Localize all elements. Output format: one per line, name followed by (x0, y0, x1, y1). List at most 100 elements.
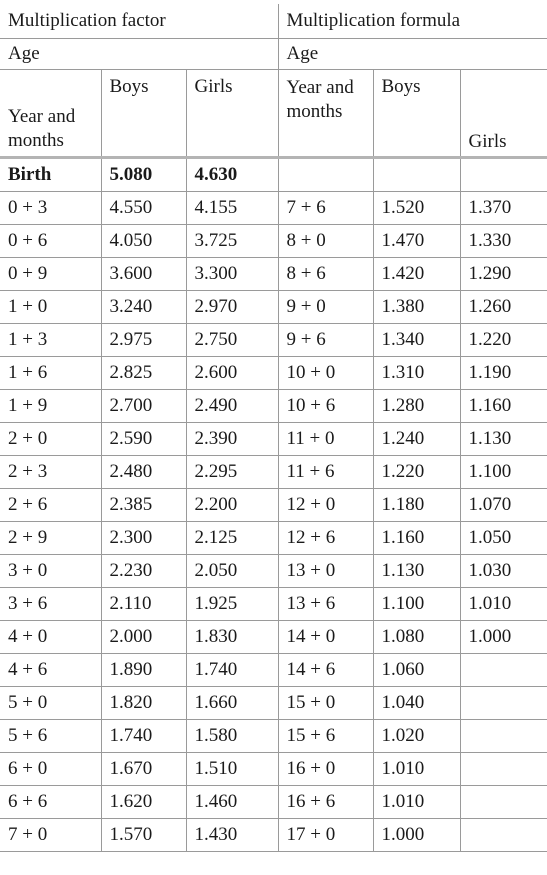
age-cell: 2 + 9 (0, 521, 102, 555)
age-formula-cell: 7 + 6 (277, 191, 374, 225)
boys-formula-cell (372, 157, 461, 192)
boys-factor-cell: 2.975 (100, 323, 187, 357)
age-cell: 0 + 9 (0, 257, 102, 291)
girls-factor-cell: 2.050 (185, 554, 279, 588)
age-formula-cell: 17 + 0 (277, 818, 374, 852)
factor-title: Multiplication factor (0, 4, 279, 39)
girls-factor-cell: 1.460 (185, 785, 279, 819)
age-heading-left: Age (0, 38, 279, 70)
age-formula-cell: 14 + 0 (277, 620, 374, 654)
girls-formula-cell: 1.130 (459, 422, 547, 456)
age-formula-cell: 9 + 6 (277, 323, 374, 357)
table-row: 4 + 6 1.890 1.740 14 + 6 1.060 (0, 653, 547, 687)
table-row: 6 + 6 1.620 1.460 16 + 6 1.010 (0, 785, 547, 819)
boys-formula-cell: 1.340 (372, 323, 461, 357)
boys-formula-cell: 1.010 (372, 752, 461, 786)
header-row-columns: Year and months Boys Girls Year and mont… (0, 69, 547, 159)
header-row-age: Age Age (0, 38, 547, 70)
age-cell: 6 + 6 (0, 785, 102, 819)
age-cell: 2 + 6 (0, 488, 102, 522)
boys-factor-cell: 5.080 (100, 157, 187, 192)
age-formula-cell: 8 + 6 (277, 257, 374, 291)
age-formula-cell: 10 + 6 (277, 389, 374, 423)
boys-formula-cell: 1.000 (372, 818, 461, 852)
table-row: 3 + 0 2.230 2.050 13 + 0 1.130 1.030 (0, 554, 547, 588)
table-row: 3 + 6 2.110 1.925 13 + 6 1.100 1.010 (0, 587, 547, 621)
age-cell: 1 + 9 (0, 389, 102, 423)
boys-formula-cell: 1.310 (372, 356, 461, 390)
girls-formula-cell: 1.100 (459, 455, 547, 489)
age-formula-cell: 9 + 0 (277, 290, 374, 324)
girls-formula-cell (459, 818, 547, 852)
girls-formula-cell (459, 719, 547, 753)
age-formula-cell: 8 + 0 (277, 224, 374, 258)
age-formula-cell (277, 157, 374, 192)
header-row-titles: Multiplication factor Multiplication for… (0, 4, 547, 39)
table-row: 2 + 9 2.300 2.125 12 + 6 1.160 1.050 (0, 521, 547, 555)
girls-formula-cell (459, 653, 547, 687)
multiplication-table: Multiplication factor Multiplication for… (0, 4, 547, 852)
girls-factor-cell: 1.925 (185, 587, 279, 621)
age-cell: 3 + 0 (0, 554, 102, 588)
boys-formula-cell: 1.060 (372, 653, 461, 687)
age-cell: 1 + 0 (0, 290, 102, 324)
girls-formula-cell: 1.050 (459, 521, 547, 555)
girls-factor-cell: 4.630 (185, 157, 279, 192)
table-row: 4 + 0 2.000 1.830 14 + 0 1.080 1.000 (0, 620, 547, 654)
age-cell: 7 + 0 (0, 818, 102, 852)
boys-factor-cell: 1.620 (100, 785, 187, 819)
boys-factor-cell: 2.385 (100, 488, 187, 522)
table-row: 0 + 6 4.050 3.725 8 + 0 1.470 1.330 (0, 224, 547, 258)
girls-factor-cell: 2.490 (185, 389, 279, 423)
age-cell: 4 + 6 (0, 653, 102, 687)
girls-factor-cell: 2.200 (185, 488, 279, 522)
boys-formula-cell: 1.010 (372, 785, 461, 819)
boys-factor-cell: 2.590 (100, 422, 187, 456)
table-row: 1 + 3 2.975 2.750 9 + 6 1.340 1.220 (0, 323, 547, 357)
age-cell: 6 + 0 (0, 752, 102, 786)
girls-factor-cell: 3.725 (185, 224, 279, 258)
girls-factor-cell: 1.660 (185, 686, 279, 720)
boys-factor-cell: 2.300 (100, 521, 187, 555)
age-cell: 2 + 0 (0, 422, 102, 456)
table-row: 1 + 6 2.825 2.600 10 + 0 1.310 1.190 (0, 356, 547, 390)
table-row: 1 + 9 2.700 2.490 10 + 6 1.280 1.160 (0, 389, 547, 423)
boys-formula-cell: 1.180 (372, 488, 461, 522)
girls-factor-cell: 2.295 (185, 455, 279, 489)
boys-formula-cell: 1.470 (372, 224, 461, 258)
girls-formula-cell: 1.030 (459, 554, 547, 588)
girls-factor-cell: 1.430 (185, 818, 279, 852)
column-header-girls-right: Girls (459, 69, 547, 159)
boys-factor-cell: 2.480 (100, 455, 187, 489)
girls-formula-cell: 1.000 (459, 620, 547, 654)
girls-formula-cell: 1.190 (459, 356, 547, 390)
girls-formula-cell (459, 157, 547, 192)
table-header: Multiplication factor Multiplication for… (0, 4, 547, 159)
age-heading-right: Age (277, 38, 547, 70)
age-formula-cell: 13 + 6 (277, 587, 374, 621)
girls-formula-cell (459, 686, 547, 720)
column-header-year-left: Year and months (0, 69, 102, 159)
girls-factor-cell: 1.510 (185, 752, 279, 786)
age-cell: 2 + 3 (0, 455, 102, 489)
girls-factor-cell: 4.155 (185, 191, 279, 225)
age-formula-cell: 14 + 6 (277, 653, 374, 687)
age-formula-cell: 11 + 0 (277, 422, 374, 456)
boys-formula-cell: 1.520 (372, 191, 461, 225)
age-formula-cell: 11 + 6 (277, 455, 374, 489)
table-row: 0 + 9 3.600 3.300 8 + 6 1.420 1.290 (0, 257, 547, 291)
boys-factor-cell: 4.550 (100, 191, 187, 225)
table-row: 1 + 0 3.240 2.970 9 + 0 1.380 1.260 (0, 290, 547, 324)
age-cell: 3 + 6 (0, 587, 102, 621)
table-body: Birth 5.080 4.630 0 + 3 4.550 4.155 7 + 6 1.520… (0, 157, 547, 852)
boys-factor-cell: 1.820 (100, 686, 187, 720)
boys-formula-cell: 1.220 (372, 455, 461, 489)
age-formula-cell: 10 + 0 (277, 356, 374, 390)
table-row: Birth 5.080 4.630 (0, 157, 547, 192)
age-cell: 0 + 3 (0, 191, 102, 225)
boys-factor-cell: 2.700 (100, 389, 187, 423)
girls-factor-cell: 3.300 (185, 257, 279, 291)
girls-formula-cell: 1.220 (459, 323, 547, 357)
table-row: 5 + 6 1.740 1.580 15 + 6 1.020 (0, 719, 547, 753)
boys-formula-cell: 1.280 (372, 389, 461, 423)
